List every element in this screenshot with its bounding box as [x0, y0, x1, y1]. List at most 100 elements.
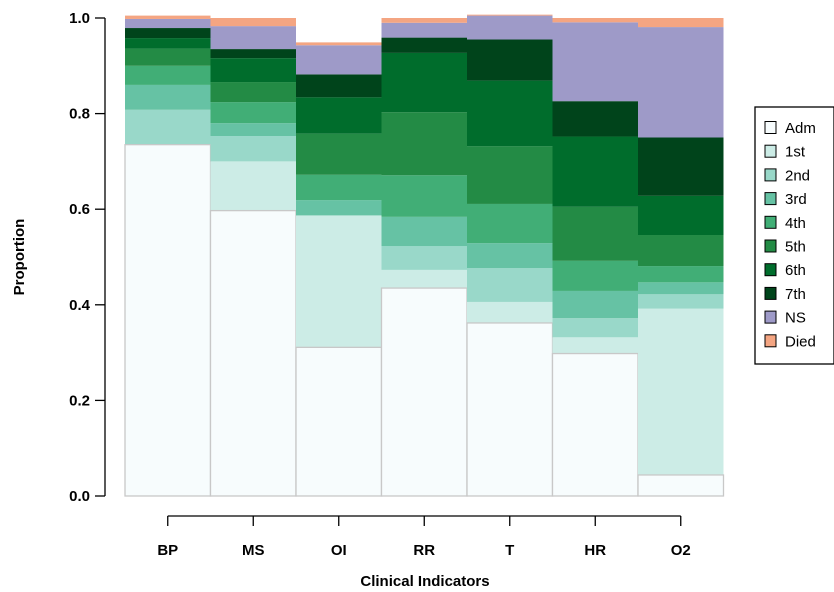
y-tick-label: 0.2: [69, 392, 90, 409]
bar-segment-t-2nd: [467, 267, 553, 302]
bar-segment-hr-ns: [552, 22, 638, 102]
legend-label-adm: Adm: [785, 120, 816, 137]
legend-swatch-ns: [764, 310, 777, 324]
x-axis-label: Clinical Indicators: [360, 573, 489, 590]
bar-segment-rr-1st: [381, 269, 467, 289]
bar-segment-o2-ns: [638, 27, 724, 138]
bar-segment-t-1st: [467, 301, 553, 323]
x-tick-label-t: T: [505, 542, 514, 559]
bar-segment-ms-7th: [210, 49, 296, 59]
bar-segment-t-7th: [467, 39, 553, 81]
bar-segment-t-died: [467, 14, 553, 16]
legend-label-7th: 7th: [785, 286, 806, 303]
bar-segment-ms-adm: [210, 210, 296, 496]
bar-segment-bp-adm: [125, 144, 211, 497]
bar-segment-ms-ns: [210, 26, 296, 50]
bar-segment-bp-4th: [125, 65, 211, 85]
legend-label-1st: 1st: [785, 144, 806, 161]
bar-segment-bp-5th: [125, 48, 211, 66]
legend-label-ns: NS: [785, 310, 806, 327]
bar-segment-oi-4th: [296, 174, 382, 201]
bar-segment-oi-7th: [296, 74, 382, 98]
y-tick-label: 1.0: [69, 10, 90, 27]
legend-swatch-4th: [764, 215, 777, 229]
bar-segment-oi-ns: [296, 45, 382, 75]
bar-segment-bp-3rd: [125, 84, 211, 110]
x-tick-label-oi: OI: [331, 542, 347, 559]
bar-segment-t-5th: [467, 146, 553, 204]
bar-segment-hr-5th: [552, 206, 638, 261]
bar-segment-o2-3rd: [638, 282, 724, 295]
bar-segment-ms-3rd: [210, 123, 296, 137]
bar-segment-rr-adm: [381, 288, 467, 496]
legend-swatch-7th: [764, 286, 777, 300]
bar-segment-rr-5th: [381, 112, 467, 176]
x-tick-label-ms: MS: [242, 542, 265, 559]
bar-segment-ms-1st: [210, 161, 296, 211]
bar-segment-hr-died: [552, 18, 638, 23]
legend-swatch-died: [764, 334, 777, 348]
bar-segment-o2-5th: [638, 235, 724, 267]
x-tick-label-hr: HR: [584, 542, 606, 559]
y-tick-label: 0.4: [69, 297, 91, 314]
x-axis: BP MS OI RR T HR O2: [157, 515, 691, 559]
legend: Adm 1st 2nd 3rd 4th 5th 6th 7th NS Died: [754, 106, 834, 365]
x-tick-label-bp: BP: [157, 542, 178, 559]
legend-label-died: Died: [785, 333, 816, 350]
y-tick-label: 0.6: [69, 201, 90, 218]
bar-segment-o2-6th: [638, 195, 724, 236]
legend-swatch-1st: [764, 144, 777, 158]
bar-segment-oi-adm: [296, 347, 382, 496]
legend-swatch-5th: [764, 239, 777, 253]
bar-segment-o2-2nd: [638, 294, 724, 309]
bars-layer: [124, 14, 725, 497]
x-tick-label-o2: O2: [671, 542, 691, 559]
bar-segment-o2-adm: [638, 474, 724, 496]
bar-segment-o2-4th: [638, 266, 724, 283]
bar-segment-oi-died: [296, 42, 382, 46]
bar-segment-ms-6th: [210, 58, 296, 83]
bar-segment-hr-2nd: [552, 318, 638, 338]
legend-label-6th: 6th: [785, 262, 806, 279]
bar-segment-hr-6th: [552, 136, 638, 207]
bar-segment-bp-died: [125, 15, 211, 19]
bar-segment-oi-1st: [296, 215, 382, 348]
bar-segment-t-ns: [467, 15, 553, 40]
bar-segment-bp-6th: [125, 38, 211, 49]
bar-segment-rr-3rd: [381, 216, 467, 247]
bar-segment-ms-2nd: [210, 136, 296, 162]
bar-segment-o2-1st: [638, 308, 724, 475]
y-tick-label: 0.0: [69, 488, 90, 505]
bar-segment-t-4th: [467, 203, 553, 244]
bar-segment-rr-4th: [381, 175, 467, 217]
bar-segment-t-3rd: [467, 243, 553, 268]
bar-segment-hr-7th: [552, 101, 638, 137]
y-axis-label: Proportion: [11, 219, 28, 296]
bar-segment-bp-ns: [125, 18, 211, 29]
y-axis: 0.0 0.2 0.4 0.6 0.8 1.0: [69, 10, 106, 505]
bar-segment-hr-3rd: [552, 290, 638, 319]
legend-swatch-3rd: [764, 192, 777, 206]
legend-swatch-6th: [764, 263, 777, 277]
y-tick-label: 0.8: [69, 106, 90, 123]
x-tick-label-rr: RR: [413, 542, 435, 559]
bar-outline-o2: [637, 474, 725, 497]
legend-label-2nd: 2nd: [785, 167, 810, 184]
bar-segment-rr-ns: [381, 22, 467, 38]
bar-segment-o2-7th: [638, 137, 724, 196]
bar-segment-hr-4th: [552, 260, 638, 291]
bar-segment-hr-adm: [552, 353, 638, 496]
bar-segment-t-adm: [467, 322, 553, 496]
bar-segment-bp-7th: [125, 28, 211, 39]
bar-segment-ms-died: [210, 18, 296, 27]
bar-segment-o2-died: [638, 18, 724, 28]
bar-segment-hr-1st: [552, 337, 638, 354]
legend-swatch-adm: [764, 121, 777, 134]
bar-segment-ms-5th: [210, 82, 296, 103]
bar-segment-oi-5th: [296, 133, 382, 175]
legend-label-5th: 5th: [785, 239, 806, 256]
bar-segment-rr-7th: [381, 37, 467, 53]
bar-segment-ms-4th: [210, 102, 296, 124]
bar-segment-bp-2nd: [125, 109, 211, 145]
